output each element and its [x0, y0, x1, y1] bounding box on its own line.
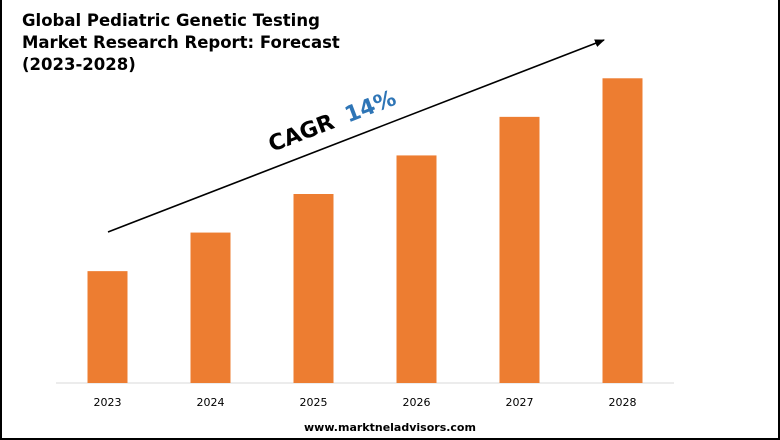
- bar-2023: [87, 271, 128, 383]
- cagr-annotation: CAGR 14%: [265, 86, 400, 158]
- bar-2027: [499, 116, 540, 383]
- chart-title: Global Pediatric Genetic Testing Market …: [22, 10, 362, 76]
- bar-2028: [602, 78, 643, 384]
- x-tick-label-2024: 2024: [197, 396, 225, 409]
- bar-2026: [396, 155, 437, 383]
- cagr-label: CAGR: [265, 110, 338, 158]
- bars-group: [87, 78, 643, 384]
- growth-arrow: [107, 39, 605, 233]
- x-tick-label-2028: 2028: [609, 396, 637, 409]
- x-tick-label-2026: 2026: [403, 396, 431, 409]
- x-tick-label-2025: 2025: [300, 396, 328, 409]
- x-tick-label-2027: 2027: [506, 396, 534, 409]
- bar-chart: 2023 2024 2025 2026 2027 2028 CAGR 14%: [56, 39, 674, 409]
- footer-website: www.marktneladvisors.com: [304, 421, 476, 434]
- bar-2025: [293, 194, 334, 383]
- title-line-3: (2023-2028): [22, 55, 136, 74]
- title-line-1: Global Pediatric Genetic Testing: [22, 11, 320, 30]
- title-line-2: Market Research Report: Forecast: [22, 33, 340, 52]
- bar-2024: [190, 232, 231, 383]
- x-tick-label-2023: 2023: [94, 396, 122, 409]
- x-tick-labels: 2023 2024 2025 2026 2027 2028: [94, 396, 637, 409]
